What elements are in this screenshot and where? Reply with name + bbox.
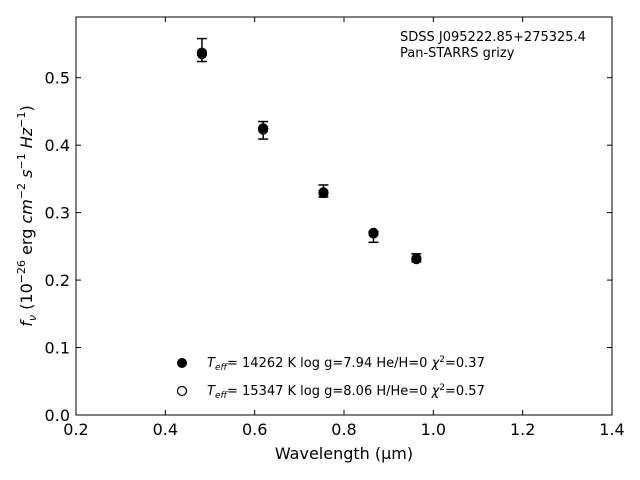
- x-tick-label: 0.4: [153, 420, 178, 439]
- data-point-filled: [368, 228, 379, 239]
- x-tick-label: 0.2: [63, 420, 88, 439]
- data-point-filled: [318, 187, 329, 198]
- y-tick-label: 0.4: [45, 136, 70, 155]
- annotation-object-name: SDSS J095222.85+275325.4: [400, 30, 586, 45]
- axis-ticks: 0.2 0.4 0.6 0.8 1.0 1.2 1.4 0.0 0.1 0.2 0.3 0.4 0.5: [45, 17, 625, 439]
- y-tick-label: 0.1: [45, 339, 70, 358]
- legend: Teff= 14262 K log g=7.94 He/H=0 χ2=0.37 …: [176, 355, 485, 401]
- data-point-filled: [411, 254, 422, 265]
- y-tick-label: 0.0: [45, 406, 70, 425]
- data-point-filled: [196, 47, 208, 58]
- y-tick-label: 0.3: [45, 204, 70, 223]
- annotation-survey-name: Pan-STARRS grizy: [400, 46, 515, 61]
- x-tick-label: 1.0: [421, 420, 446, 439]
- x-tick-label: 1.4: [599, 420, 624, 439]
- legend-entry-2: Teff= 15347 K log g=8.06 H/He=0 χ2=0.57: [207, 383, 485, 401]
- y-tick-label: 0.5: [45, 69, 70, 88]
- x-tick-label: 1.2: [510, 420, 535, 439]
- legend-entry-1: Teff= 14262 K log g=7.94 He/H=0 χ2=0.37: [207, 355, 485, 373]
- x-tick-label: 0.6: [242, 420, 267, 439]
- x-tick-label: 0.8: [331, 420, 356, 439]
- y-tick-label: 0.2: [45, 271, 70, 290]
- data-markers: [196, 47, 422, 265]
- x-axis-title: Wavelength (μm): [275, 444, 413, 463]
- legend-marker-filled: [177, 358, 187, 368]
- data-point-filled: [258, 123, 269, 134]
- legend-marker-open: [176, 385, 188, 397]
- y-axis-title: fν (10−26 erg cm−2 s−1 Hz−1): [15, 105, 39, 326]
